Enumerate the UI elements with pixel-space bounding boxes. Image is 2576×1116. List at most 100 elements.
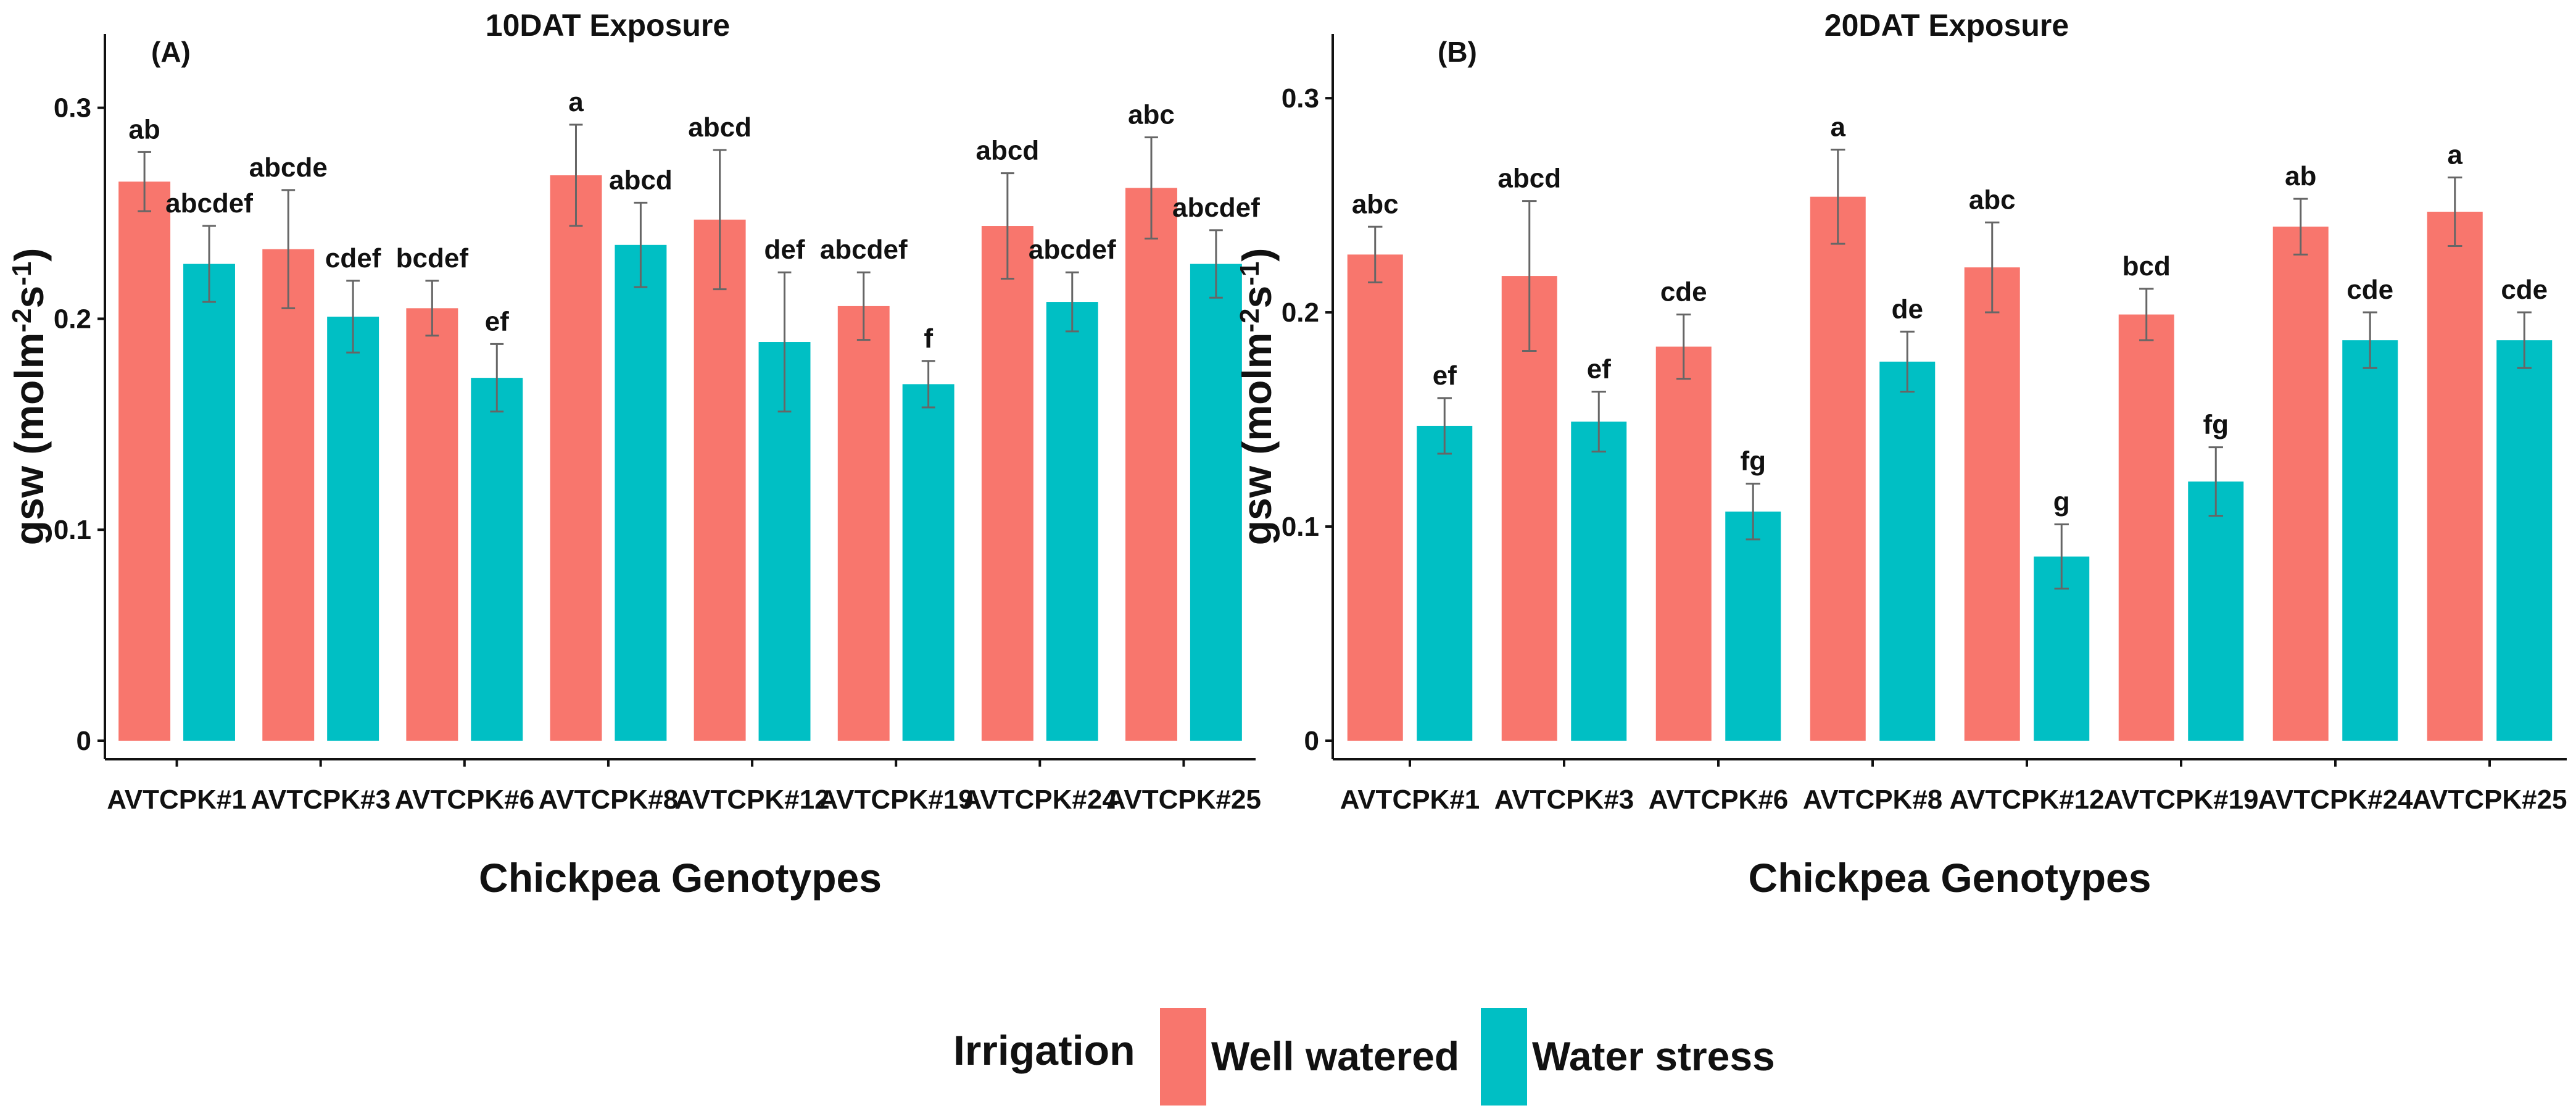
legend-swatch-water-stress — [1481, 1008, 1527, 1106]
bar — [2272, 227, 2329, 741]
bar — [262, 249, 315, 741]
bar — [327, 317, 379, 741]
x-tick-label: AVTCPK#3 — [251, 785, 391, 815]
panel-b-20dat: 0 0.1 0.2 0.3 20DAT Exposure (B) gsw (molm-2s-… — [1234, 8, 2567, 901]
legend-swatch-well-watered — [1160, 1008, 1206, 1106]
x-tick-label: AVTCPK#8 — [539, 785, 679, 815]
significance-label: abcd — [1497, 164, 1561, 194]
x-tick-label: AVTCPK#24 — [2258, 785, 2413, 815]
y-tick-label: 0.1 — [1282, 512, 1319, 542]
panel-label: (A) — [151, 36, 191, 68]
y-tick-label: 0 — [77, 726, 91, 756]
bar — [118, 181, 171, 741]
panel-title: 10DAT Exposure — [486, 8, 730, 43]
x-tick-label: AVTCPK#12 — [1949, 785, 2104, 815]
panel-a-10dat: 0 0.1 0.2 0.3 10DAT Exposure (A) gsw (molm-2s-… — [6, 8, 1261, 901]
significance-label: bcd — [2123, 251, 2171, 281]
significance-label: abcd — [688, 112, 752, 143]
legend-label-well-watered: Well watered — [1211, 1033, 1459, 1079]
significance-label: abcde — [249, 152, 328, 183]
bar — [1655, 346, 1712, 741]
significance-label: abc — [1969, 185, 2016, 215]
bar — [1501, 276, 1557, 741]
significance-label: g — [2053, 487, 2070, 517]
bar — [550, 175, 602, 741]
x-tick-label: AVTCPK#19 — [819, 785, 974, 815]
y-axis-title: gsw (molm-2s-1) — [1234, 248, 1280, 546]
bar — [406, 308, 458, 741]
significance-label: bcdef — [396, 243, 469, 273]
significance-label: fg — [2203, 410, 2229, 440]
x-tick-label: AVTCPK#6 — [395, 785, 535, 815]
x-tick-label: AVTCPK#3 — [1494, 785, 1634, 815]
bar — [1571, 422, 1627, 741]
bar — [1879, 361, 1936, 741]
panel-title: 20DAT Exposure — [1824, 8, 2069, 43]
x-tick-label: AVTCPK#8 — [1803, 785, 1943, 815]
bar — [2427, 211, 2483, 741]
bar — [1964, 267, 2020, 741]
x-tick-label: AVTCPK#1 — [1340, 785, 1480, 815]
bar — [1810, 196, 1866, 741]
y-tick-label: 0 — [1304, 726, 1319, 756]
significance-label: abcdef — [820, 235, 908, 265]
significance-label: fg — [1740, 446, 1766, 477]
x-tick-label: AVTCPK#24 — [963, 785, 1118, 815]
x-axis-title: Chickpea Genotypes — [479, 855, 882, 901]
bar — [471, 378, 523, 741]
significance-label: cde — [1660, 277, 1707, 307]
bar — [2118, 314, 2174, 741]
bar — [1190, 264, 1242, 741]
bar — [694, 219, 746, 741]
bar — [1046, 302, 1098, 741]
x-tick-label: AVTCPK#1 — [107, 785, 247, 815]
significance-label: def — [764, 235, 805, 265]
bar — [615, 244, 667, 741]
x-tick-label: AVTCPK#6 — [1649, 785, 1789, 815]
significance-label: abcd — [976, 136, 1040, 166]
significance-label: f — [924, 323, 933, 354]
bar — [183, 264, 235, 741]
significance-label: abcdef — [1029, 235, 1116, 265]
bar — [902, 384, 955, 741]
significance-label: ef — [485, 306, 509, 336]
significance-label: a — [1831, 112, 1846, 142]
bar — [981, 226, 1033, 741]
significance-label: ef — [1587, 354, 1611, 384]
significance-label: cdef — [325, 243, 381, 273]
bar — [1347, 254, 1403, 741]
legend-label-water-stress: Water stress — [1532, 1033, 1775, 1079]
panel-label: (B) — [1438, 36, 1477, 68]
bar — [1125, 188, 1177, 741]
bar — [837, 306, 890, 741]
significance-label: ef — [1433, 360, 1457, 391]
x-tick-label: AVTCPK#25 — [1106, 785, 1261, 815]
y-tick-label: 0.2 — [1282, 298, 1319, 328]
bar — [2342, 340, 2398, 741]
y-axis-title: gsw (molm-2s-1) — [6, 248, 52, 546]
significance-label: abcdef — [1172, 193, 1260, 223]
y-tick-label: 0.3 — [54, 93, 91, 123]
y-tick-label: 0.2 — [54, 304, 91, 334]
bar — [1725, 511, 1781, 741]
x-tick-label: AVTCPK#12 — [675, 785, 830, 815]
x-tick-label: AVTCPK#19 — [2103, 785, 2258, 815]
significance-label: abc — [1352, 189, 1399, 219]
significance-label: abcdef — [165, 188, 253, 219]
y-tick-label: 0.1 — [54, 515, 91, 545]
significance-label: cde — [2501, 275, 2548, 305]
bar — [2496, 340, 2553, 741]
significance-label: a — [2448, 140, 2463, 170]
x-tick-label: AVTCPK#25 — [2412, 785, 2567, 815]
bar — [2188, 481, 2244, 741]
significance-label: ab — [128, 114, 160, 144]
legend-title: Irrigation — [953, 1027, 1135, 1074]
y-tick-label: 0.3 — [1282, 83, 1319, 114]
significance-label: abc — [1128, 99, 1175, 130]
x-axis-title: Chickpea Genotypes — [1749, 855, 2151, 901]
significance-label: a — [568, 87, 584, 117]
legend: Irrigation Well watered Water stress — [953, 1008, 1775, 1106]
significance-label: de — [1892, 294, 1923, 324]
significance-label: ab — [2285, 161, 2316, 191]
